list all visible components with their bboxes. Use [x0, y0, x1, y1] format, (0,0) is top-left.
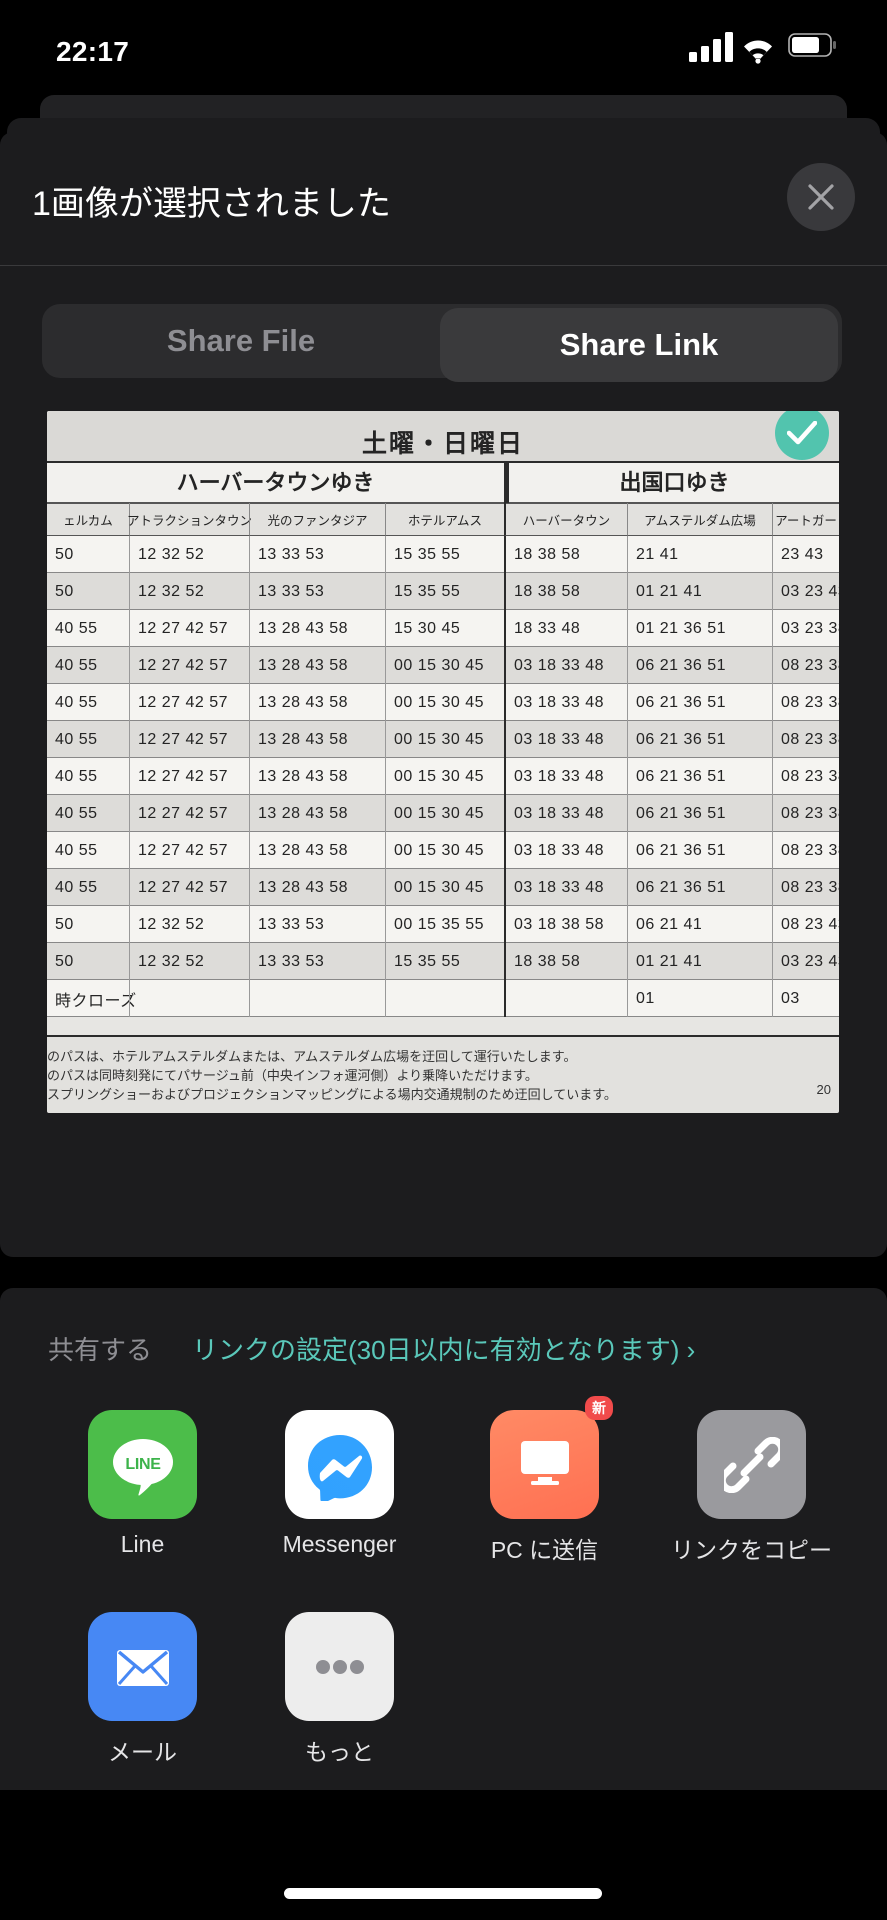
svg-text:LINE: LINE [125, 1456, 161, 1473]
